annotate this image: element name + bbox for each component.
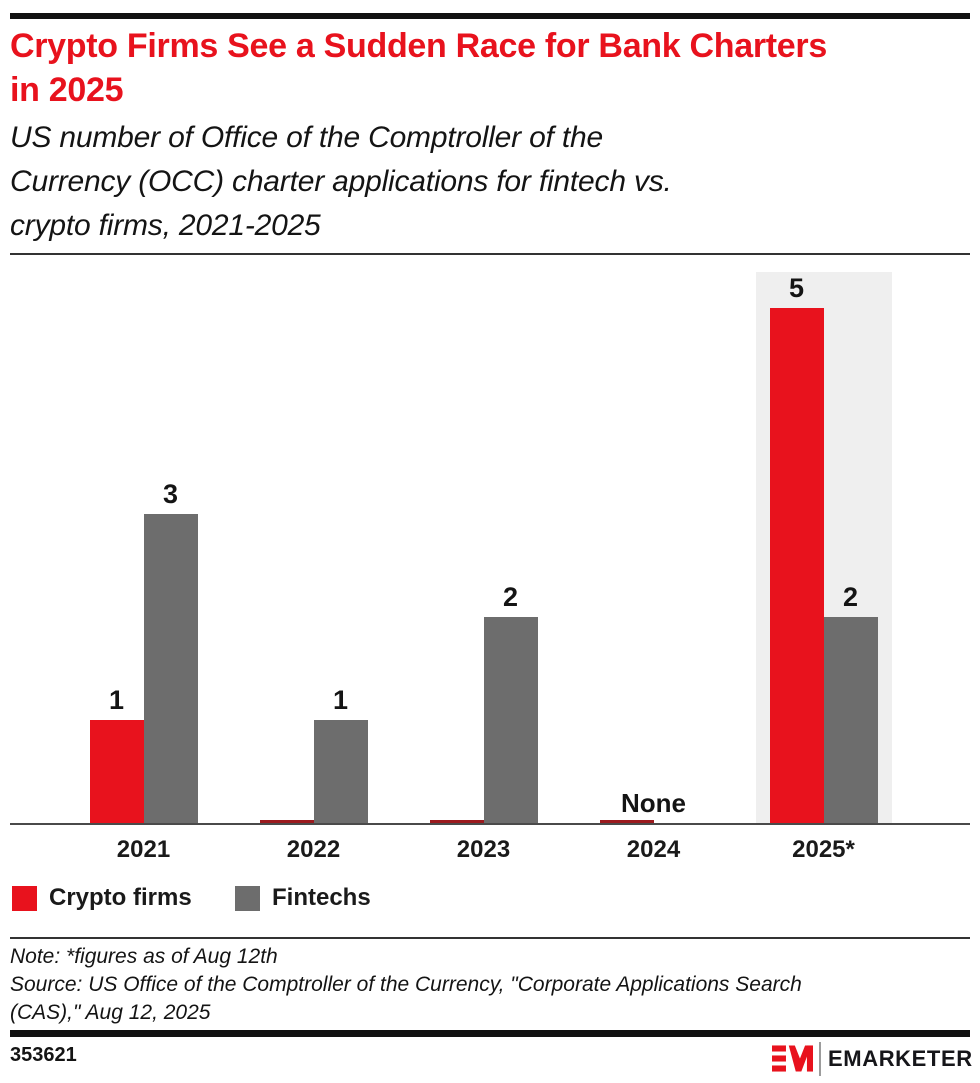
- x-axis-label-2021: 2021: [116, 836, 171, 863]
- chart-id: 353621: [10, 1044, 77, 1066]
- chart-subtitle-line2: Currency (OCC) charter applications for …: [10, 165, 672, 198]
- bar-value-label: 3: [162, 479, 179, 509]
- source-text-line1: Source: US Office of the Comptroller of …: [10, 973, 802, 996]
- bar-fintech-2021: [143, 514, 198, 823]
- legend-swatch-crypto-firms: [12, 885, 37, 911]
- legend-item-crypto-firms: Crypto firms: [12, 884, 192, 912]
- bottom-accent-bar: [10, 1030, 970, 1037]
- header-divider: [10, 253, 970, 255]
- bar-value-label: 5: [788, 273, 805, 303]
- brand-name: EMARKETER: [828, 1046, 973, 1071]
- source-text-line2: (CAS)," Aug 12, 2025: [10, 1001, 211, 1024]
- bar-value-label: 1: [108, 685, 125, 715]
- zero-bar-crypto-2023: [429, 820, 484, 823]
- bar-value-label: 2: [502, 582, 519, 612]
- chart-plot: 1 5 3 1 2 2 None: [10, 266, 970, 825]
- legend-swatch-fintechs: [235, 885, 260, 911]
- top-accent-bar: [10, 13, 970, 19]
- x-axis-label-2024: 2024: [626, 836, 681, 863]
- bar-value-label: 1: [332, 685, 349, 715]
- note-source-block: Note: *figures as of Aug 12th Source: US…: [10, 943, 970, 1027]
- legend-label-crypto-firms: Crypto firms: [49, 884, 192, 911]
- zero-bar-crypto-2024: [599, 820, 654, 823]
- x-axis-label-2022: 2022: [286, 836, 341, 863]
- annotation-2024: None: [621, 788, 686, 818]
- x-axis-label-2025: 2025*: [792, 836, 855, 863]
- chart-title-line1: Crypto Firms See a Sudden Race for Bank …: [10, 27, 827, 65]
- zero-bar-crypto-2022: [259, 820, 314, 823]
- logo-separator: [819, 1042, 821, 1076]
- bar-value-label: 2: [842, 582, 859, 612]
- bar-crypto-2025: [769, 308, 824, 823]
- legend-label-fintechs: Fintechs: [272, 884, 371, 911]
- emarketer-logo: EMARKETER: [770, 1040, 973, 1078]
- chart-subtitle-line3: crypto firms, 2021-2025: [10, 209, 321, 242]
- bar-fintech-2022: [313, 720, 368, 823]
- note-text: Note: *figures as of Aug 12th: [10, 945, 278, 968]
- bar-crypto-2021: [89, 720, 144, 823]
- chart-subtitle-line1: US number of Office of the Comptroller o…: [10, 121, 603, 154]
- legend-item-fintechs: Fintechs: [235, 884, 371, 912]
- emarketer-logo-mark-icon: [772, 1045, 813, 1072]
- bar-fintech-2025: [823, 617, 878, 823]
- chart-title-line2: in 2025: [10, 71, 124, 109]
- footer-divider: [10, 937, 970, 939]
- x-axis-label-2023: 2023: [456, 836, 511, 863]
- bar-fintech-2023: [483, 617, 538, 823]
- chart-title: Crypto Firms See a Sudden Race for Bank …: [10, 24, 970, 112]
- chart-subtitle: US number of Office of the Comptroller o…: [10, 116, 970, 248]
